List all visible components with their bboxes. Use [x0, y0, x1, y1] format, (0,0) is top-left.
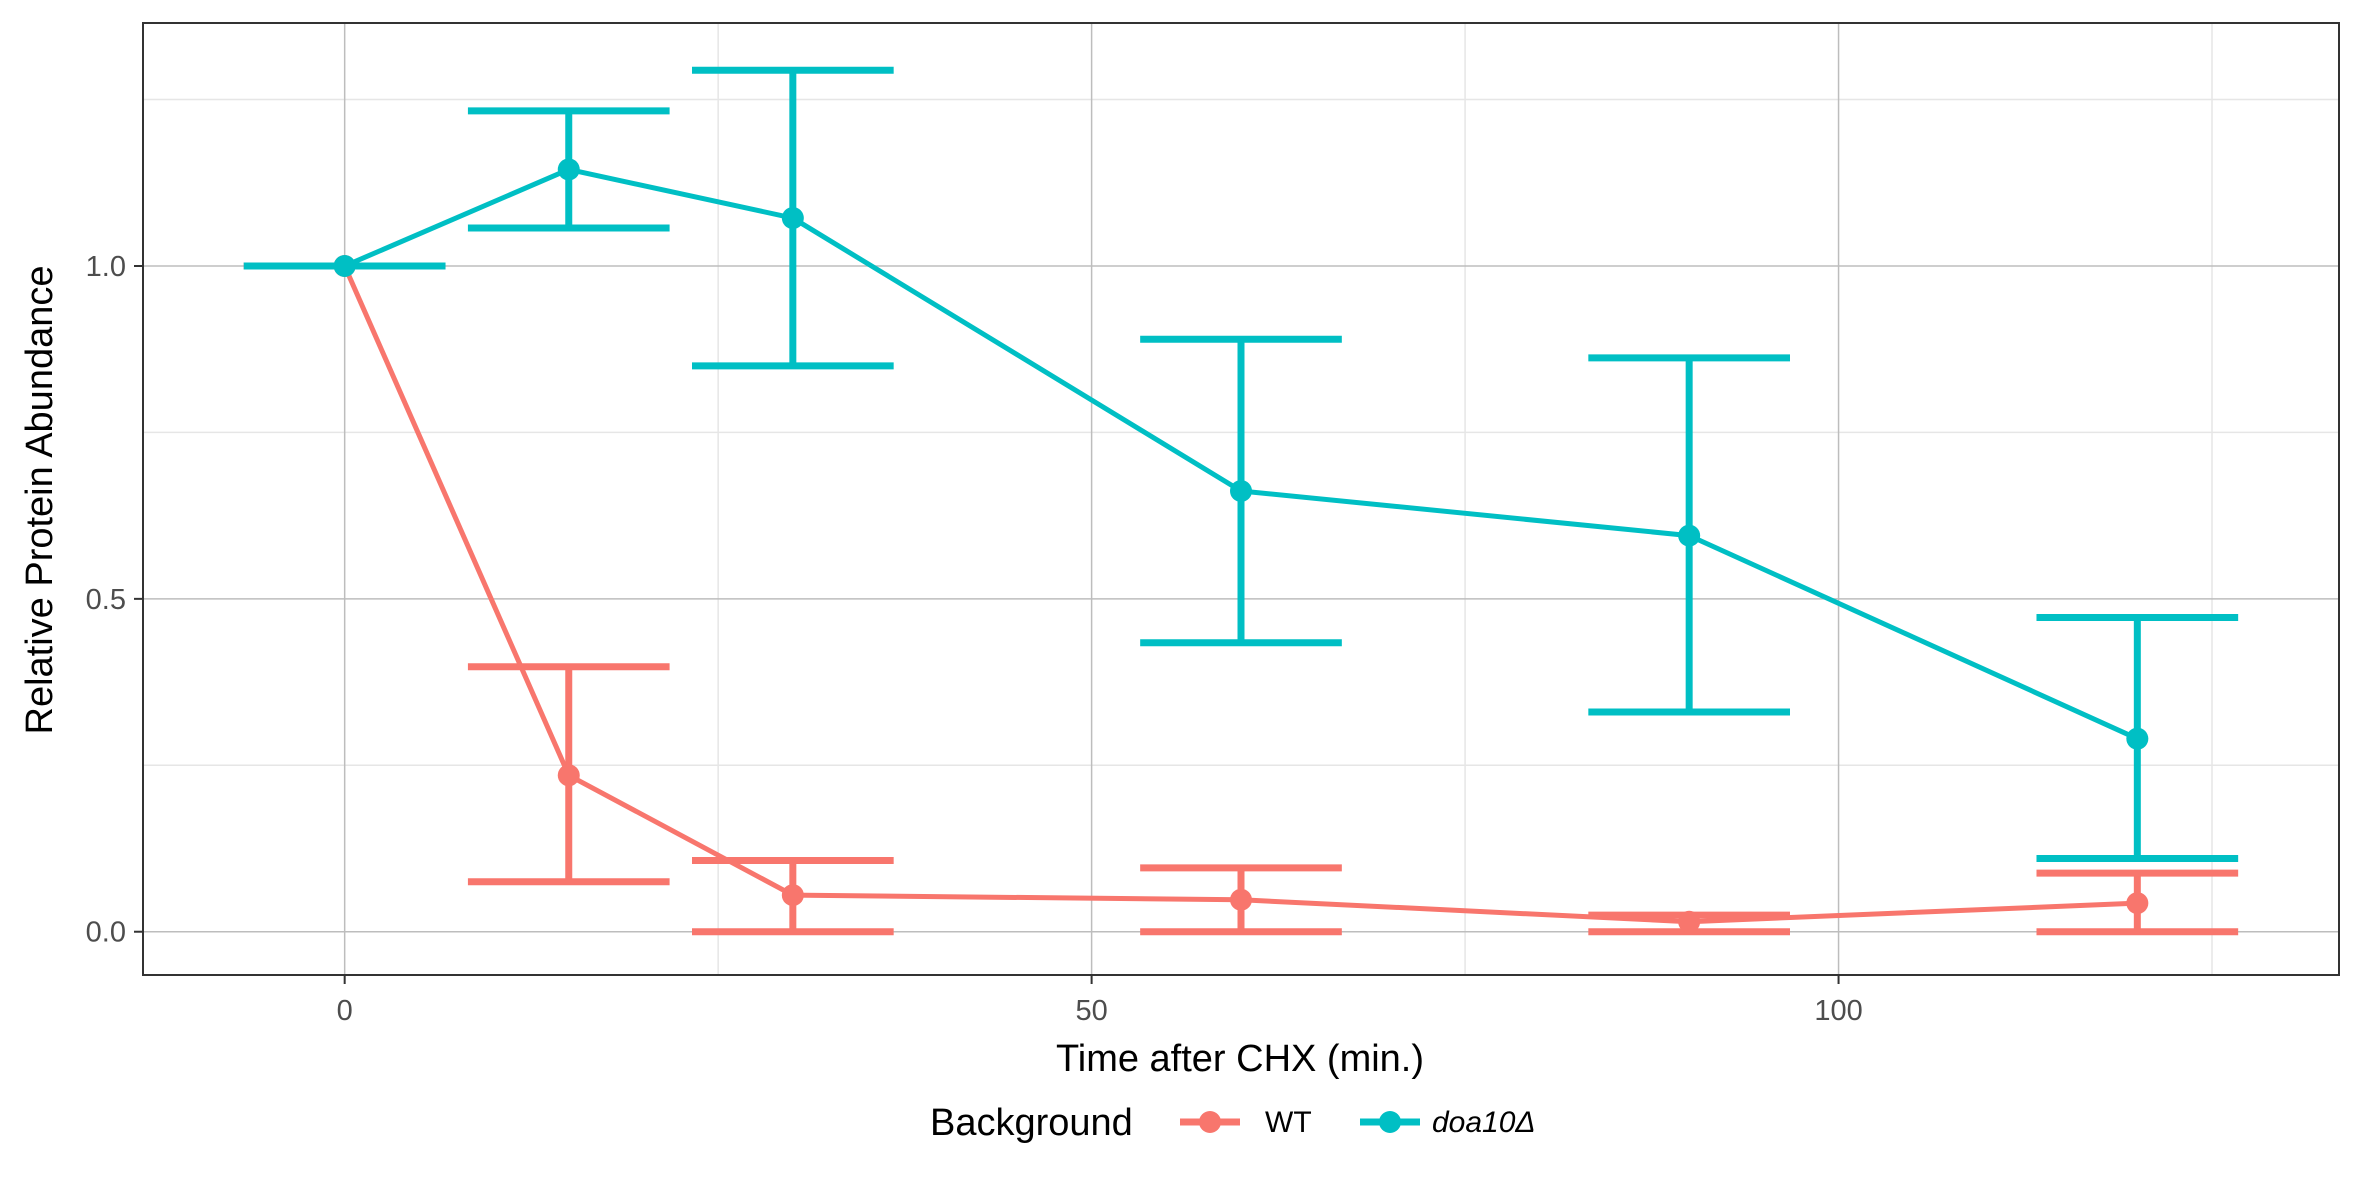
legend-entries: WT doa10Δ: [1180, 1106, 1536, 1139]
x-tick-label: 100: [1814, 995, 1862, 1027]
y-tick-label: 0.0: [86, 917, 126, 949]
data-point: [557, 158, 580, 181]
x-tick-label: 50: [1075, 995, 1107, 1027]
legend-title: Background: [930, 1102, 1133, 1144]
data-point: [781, 207, 804, 230]
data-point: [557, 764, 580, 787]
legend-key-point: [1199, 1111, 1221, 1133]
legend-key-1: [1360, 1111, 1420, 1133]
legend-label: doa10Δ: [1432, 1106, 1536, 1139]
grid-major: [143, 23, 2339, 975]
legend-key-0: [1180, 1111, 1240, 1133]
data-point: [1230, 480, 1252, 503]
series-1: [243, 66, 2239, 862]
x-tick-label: 0: [337, 995, 353, 1027]
x-axis-title: Time after CHX (min.): [1056, 1038, 1424, 1080]
y-tick-label: 1.0: [86, 251, 126, 283]
axis-layer: 0 50 100 0.0 0.5 1.0: [86, 251, 1863, 1027]
data-point: [1678, 524, 1701, 547]
legend-key-point: [1379, 1111, 1401, 1133]
data-point: [1678, 910, 1701, 933]
legend: Background WT doa10Δ: [930, 1102, 1536, 1144]
data-point: [2126, 727, 2149, 750]
data-point: [333, 254, 356, 277]
y-axis-title: Relative Protein Abundance: [19, 266, 61, 735]
plot-frame: [142, 22, 2340, 976]
legend-label: WT: [1265, 1106, 1312, 1139]
data-point: [2126, 892, 2149, 915]
series-line: [342, 264, 2138, 925]
y-tick-label: 0.5: [86, 584, 126, 616]
series-layer: [243, 66, 2239, 936]
data-point: [781, 884, 804, 907]
data-point: [1230, 888, 1252, 911]
series-line: [343, 166, 2139, 741]
